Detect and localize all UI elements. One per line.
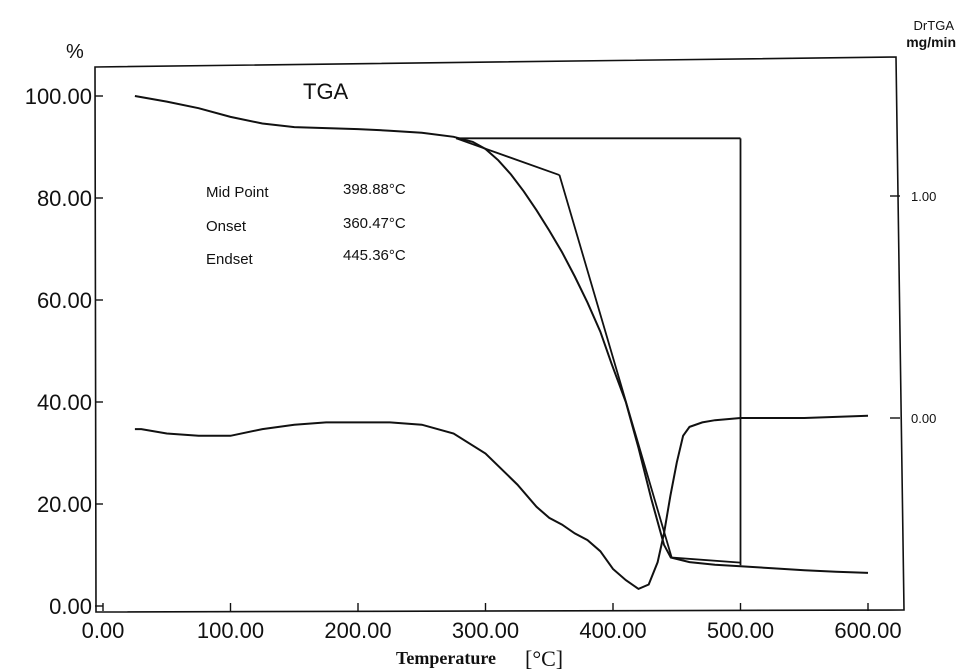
x-tick-label: 0.00 — [82, 618, 125, 643]
annotation-table: Mid Point 398.88°C Onset 360.47°C Endset… — [206, 181, 406, 268]
y-left-unit-label: % — [66, 41, 84, 63]
x-tick-label: 300.00 — [452, 618, 519, 643]
y2-tick-label: 0.00 — [911, 411, 936, 426]
annotation-midpoint-label: Mid Point — [206, 184, 269, 201]
construction-lines — [455, 137, 742, 566]
y-tick-label: 80.00 — [37, 186, 92, 211]
x-axis-unit-label: [°C] — [525, 646, 563, 671]
construction-line — [455, 137, 560, 176]
y-right-unit-label: mg/min — [906, 34, 956, 50]
chart-title: TGA — [303, 79, 349, 104]
y-tick-label: 100.00 — [25, 84, 92, 109]
y-tick-label: 0.00 — [49, 594, 92, 619]
series-layer — [134, 95, 869, 591]
annotation-midpoint-value: 398.88°C — [343, 181, 406, 198]
y-tick-label: 20.00 — [37, 492, 92, 517]
x-tick-label: 100.00 — [197, 618, 264, 643]
y2-tick-label: 1.00 — [911, 189, 936, 204]
x-tick-label: 200.00 — [324, 618, 391, 643]
y-right-title-label: DrTGA — [914, 18, 955, 33]
tga-curve — [134, 95, 869, 574]
construction-line — [558, 174, 673, 558]
x-axis-ticks: 0.00 100.00 200.00 300.00 400.00 500.00 600.00 — [82, 603, 902, 643]
annotation-onset-label: Onset — [206, 218, 247, 235]
y-tick-label: 60.00 — [37, 288, 92, 313]
x-tick-label: 500.00 — [707, 618, 774, 643]
y-tick-label: 40.00 — [37, 390, 92, 415]
x-tick-label: 600.00 — [834, 618, 901, 643]
y-right-axis-ticks: 0.00 1.00 — [890, 189, 936, 426]
annotation-endset-label: Endset — [206, 251, 254, 268]
plot-frame — [94, 56, 905, 613]
x-tick-label: 400.00 — [579, 618, 646, 643]
y-left-axis-ticks: 0.00 20.00 40.00 60.00 80.00 100.00 — [25, 84, 103, 619]
x-axis-label: Temperature — [396, 648, 496, 668]
drtga-curve — [134, 414, 869, 591]
construction-line — [671, 556, 741, 564]
annotation-onset-value: 360.47°C — [343, 215, 406, 232]
annotation-endset-value: 445.36°C — [343, 247, 406, 264]
